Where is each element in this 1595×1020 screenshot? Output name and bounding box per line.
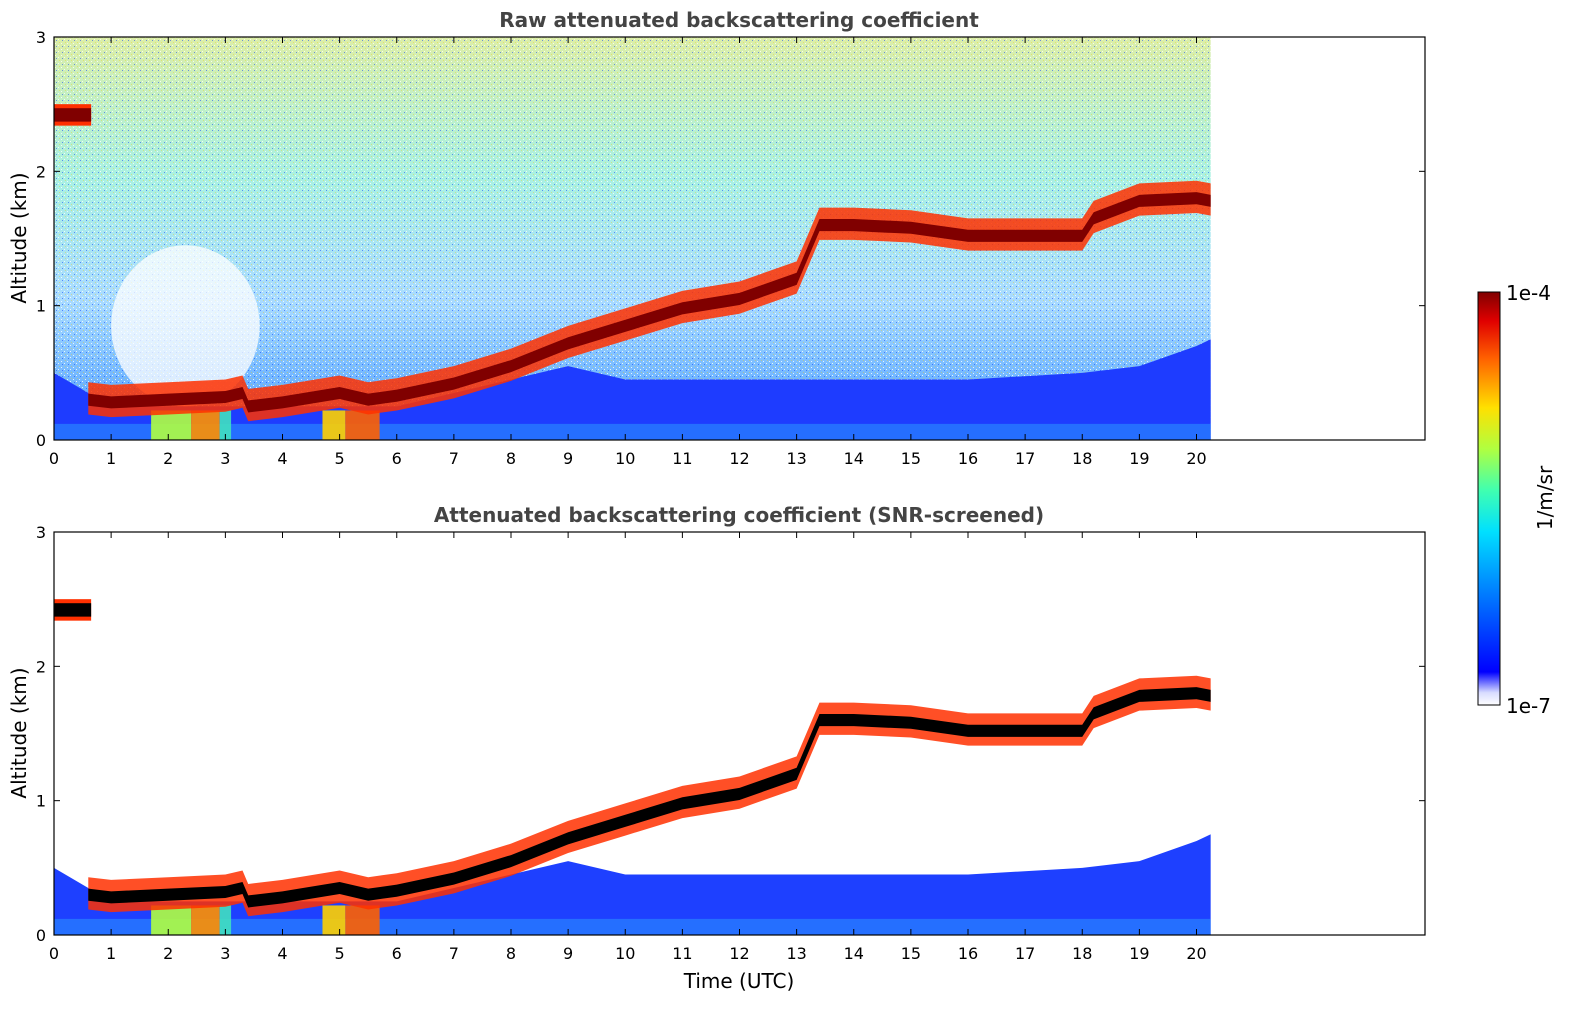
fall-streak-0 — [151, 410, 192, 440]
x-tick-label: 6 — [392, 944, 402, 963]
x-tick-label: 2 — [163, 449, 173, 468]
fall-streak-4 — [219, 905, 232, 935]
x-tick-label: 10 — [615, 449, 635, 468]
x-tick-label: 13 — [786, 449, 806, 468]
x-tick-label: 1 — [106, 449, 116, 468]
colorbar-unit-label: 1/m/sr — [1533, 465, 1557, 530]
fall-streak-0 — [151, 905, 192, 935]
y-tick-label: 1 — [36, 297, 46, 316]
x-tick-label: 16 — [958, 449, 978, 468]
x-tick-label: 9 — [563, 449, 573, 468]
screened-heatmap-area — [54, 599, 1211, 935]
raw-y-ticks: 0 1 2 3 — [36, 28, 1425, 450]
fall-streak-4 — [219, 410, 232, 440]
upper-cloud-core — [54, 603, 92, 617]
fall-streak-1 — [191, 905, 220, 935]
x-tick-label: 6 — [392, 449, 402, 468]
x-tick-label: 10 — [615, 944, 635, 963]
y-tick-label: 0 — [36, 926, 46, 945]
colorbar-gradient — [1477, 291, 1501, 706]
fall-streak-1 — [191, 410, 220, 440]
fall-streak-2 — [322, 410, 346, 440]
x-tick-label: 14 — [844, 449, 864, 468]
x-tick-label: 12 — [729, 944, 749, 963]
screened-backscatter-panel: Attenuated backscattering coefficient (S… — [7, 503, 1426, 993]
x-tick-label: 11 — [672, 944, 692, 963]
x-tick-label: 17 — [1015, 449, 1035, 468]
raw-heatmap-area — [54, 37, 1211, 440]
x-tick-label: 4 — [277, 449, 287, 468]
cloud-layer-core — [88, 687, 1211, 908]
raw-panel-title: Raw attenuated backscattering coefficien… — [499, 8, 979, 32]
x-tick-label: 8 — [506, 944, 516, 963]
x-tick-label: 3 — [220, 449, 230, 468]
screened-y-axis-label: Altitude (km) — [7, 667, 31, 798]
screened-x-ticks: 0 1 2 3 4 5 6 7 8 9 10 11 12 13 14 15 16 17 18 19 20 — [49, 532, 1207, 963]
y-tick-label: 2 — [36, 162, 46, 181]
raw-backscatter-panel: Raw attenuated backscattering coefficien… — [7, 8, 1426, 468]
x-tick-label: 18 — [1072, 449, 1092, 468]
x-tick-label: 12 — [729, 449, 749, 468]
screened-y-ticks: 0 1 2 3 — [36, 523, 1425, 945]
fall-streak-3 — [345, 905, 380, 935]
x-tick-label: 0 — [49, 449, 59, 468]
y-tick-label: 3 — [36, 523, 46, 542]
x-tick-label: 11 — [672, 449, 692, 468]
upper-cloud-core — [54, 108, 92, 122]
x-tick-label: 5 — [335, 944, 345, 963]
x-tick-label: 0 — [49, 944, 59, 963]
x-tick-label: 7 — [449, 449, 459, 468]
x-tick-label: 17 — [1015, 944, 1035, 963]
fall-streak-3 — [345, 410, 380, 440]
x-tick-label: 1 — [106, 944, 116, 963]
x-tick-label: 2 — [163, 944, 173, 963]
x-tick-label: 4 — [277, 944, 287, 963]
y-tick-label: 0 — [36, 431, 46, 450]
raw-x-ticks: 0 1 2 3 4 5 6 7 8 9 10 11 12 13 14 15 16 17 18 19 20 — [49, 37, 1207, 468]
x-tick-label: 13 — [786, 944, 806, 963]
cloud-layer-core — [88, 192, 1211, 413]
fall-streak-2 — [322, 905, 346, 935]
x-tick-label: 9 — [563, 944, 573, 963]
x-tick-label: 18 — [1072, 944, 1092, 963]
y-tick-label: 1 — [36, 792, 46, 811]
x-tick-label: 15 — [901, 944, 921, 963]
colorbar-max-label: 1e-4 — [1506, 281, 1551, 305]
x-tick-label: 20 — [1186, 944, 1206, 963]
x-tick-label: 7 — [449, 944, 459, 963]
raw-clear-region — [111, 245, 260, 407]
x-tick-label: 20 — [1186, 449, 1206, 468]
cloud-layer-halo — [88, 675, 1211, 917]
screened-panel-title: Attenuated backscattering coefficient (S… — [434, 503, 1044, 527]
x-tick-label: 15 — [901, 449, 921, 468]
y-tick-label: 2 — [36, 657, 46, 676]
raw-y-axis-label: Altitude (km) — [7, 172, 31, 303]
colorbar-min-label: 1e-7 — [1506, 694, 1551, 718]
cloud-layer-halo — [88, 180, 1211, 422]
x-tick-label: 14 — [844, 944, 864, 963]
y-tick-label: 3 — [36, 28, 46, 47]
x-tick-label: 3 — [220, 944, 230, 963]
x-axis-label: Time (UTC) — [683, 969, 795, 993]
x-tick-label: 8 — [506, 449, 516, 468]
x-tick-label: 16 — [958, 944, 978, 963]
x-tick-label: 19 — [1129, 449, 1149, 468]
x-tick-label: 19 — [1129, 944, 1149, 963]
colorbar: 1e-4 1e-7 1/m/sr — [1477, 281, 1557, 718]
x-tick-label: 5 — [335, 449, 345, 468]
